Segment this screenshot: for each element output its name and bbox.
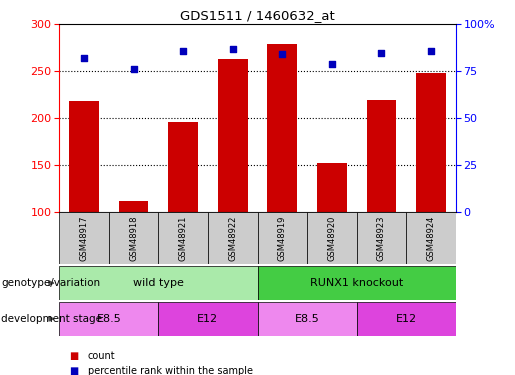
Text: development stage: development stage	[1, 314, 102, 324]
Bar	[159, 302, 258, 336]
Text: GSM48922: GSM48922	[228, 215, 237, 261]
Bar	[258, 302, 356, 336]
Point	[80, 55, 88, 61]
Text: E12: E12	[396, 314, 417, 324]
Text: count: count	[88, 351, 115, 361]
Text: GSM48923: GSM48923	[377, 215, 386, 261]
Bar	[367, 100, 396, 212]
Bar	[406, 212, 456, 264]
Point	[377, 50, 386, 55]
Title: GDS1511 / 1460632_at: GDS1511 / 1460632_at	[180, 9, 335, 22]
Bar	[307, 212, 356, 264]
Text: wild type: wild type	[133, 278, 184, 288]
Bar	[59, 266, 258, 300]
Text: GSM48919: GSM48919	[278, 215, 287, 261]
Bar	[258, 212, 307, 264]
Bar	[416, 73, 446, 212]
Text: GSM48920: GSM48920	[328, 215, 336, 261]
Text: ■: ■	[70, 366, 79, 375]
Text: GSM48918: GSM48918	[129, 215, 138, 261]
Text: E12: E12	[197, 314, 218, 324]
Text: GSM48921: GSM48921	[179, 215, 187, 261]
Bar	[317, 163, 347, 212]
Bar	[59, 302, 159, 336]
Point	[129, 66, 138, 72]
Bar	[168, 122, 198, 212]
Text: ■: ■	[70, 351, 79, 361]
Bar	[69, 101, 99, 212]
Bar	[218, 59, 248, 212]
Text: GSM48917: GSM48917	[79, 215, 89, 261]
Text: E8.5: E8.5	[295, 314, 319, 324]
Text: E8.5: E8.5	[96, 314, 121, 324]
Bar	[59, 212, 109, 264]
Text: percentile rank within the sample: percentile rank within the sample	[88, 366, 252, 375]
Bar	[267, 44, 297, 212]
Text: RUNX1 knockout: RUNX1 knockout	[310, 278, 403, 288]
Bar	[159, 212, 208, 264]
Point	[427, 48, 435, 54]
Point	[328, 61, 336, 67]
Bar	[109, 212, 159, 264]
Bar	[258, 266, 456, 300]
Point	[179, 48, 187, 54]
Bar	[356, 212, 406, 264]
Bar	[356, 302, 456, 336]
Text: GSM48924: GSM48924	[426, 215, 436, 261]
Point	[278, 51, 286, 57]
Text: genotype/variation: genotype/variation	[1, 278, 100, 288]
Bar	[118, 201, 148, 212]
Bar	[208, 212, 258, 264]
Point	[229, 46, 237, 52]
